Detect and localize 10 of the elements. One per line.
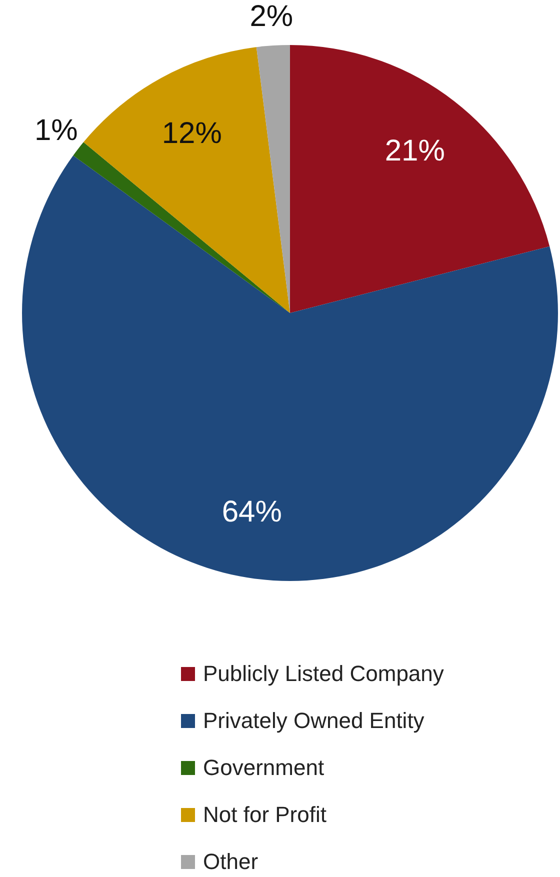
data-label: 64% xyxy=(222,495,282,528)
data-label: 12% xyxy=(162,116,222,150)
data-label: 2% xyxy=(250,0,294,33)
data-label: 1% xyxy=(34,114,78,147)
legend-label: Not for Profit xyxy=(203,802,326,828)
legend-label: Government xyxy=(203,754,324,780)
legend-label: Other xyxy=(203,848,258,874)
data-label: 21% xyxy=(384,134,445,168)
legend-label: Publicly Listed Company xyxy=(203,660,444,686)
legend-label: Privately Owned Entity xyxy=(203,708,424,734)
